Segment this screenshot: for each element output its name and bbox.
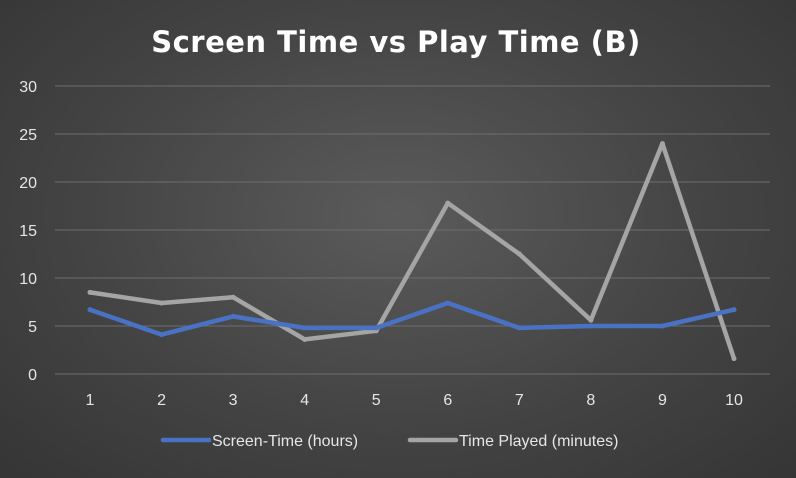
legend-label: Time Played (minutes) — [459, 433, 618, 450]
series-line-time-played[interactable] — [87, 141, 737, 361]
y-tick-label: 30 — [19, 79, 37, 96]
data-point[interactable] — [87, 289, 93, 295]
data-point[interactable] — [516, 325, 522, 331]
legend[interactable]: Screen-Time (hours) Time Played (minutes) — [160, 433, 618, 450]
legend-item[interactable]: Time Played (minutes) — [407, 433, 618, 450]
y-axis-ticks: 0 5 10 15 20 25 30 — [19, 79, 37, 384]
y-tick-label: 10 — [19, 271, 37, 288]
data-point[interactable] — [230, 294, 236, 300]
data-point[interactable] — [731, 307, 737, 313]
x-tick-label: 10 — [725, 392, 743, 409]
y-tick-label: 25 — [19, 127, 37, 144]
data-point[interactable] — [230, 313, 236, 319]
y-tick-label: 0 — [28, 367, 37, 384]
data-point[interactable] — [731, 356, 737, 362]
x-tick-label: 2 — [157, 392, 166, 409]
series-lines — [87, 141, 737, 362]
chart-title: Screen Time vs Play Time (B) — [151, 25, 641, 59]
data-point[interactable] — [659, 141, 665, 147]
x-tick-label: 4 — [300, 392, 309, 409]
x-axis-ticks: 1 2 3 4 5 6 7 8 9 10 — [86, 392, 743, 409]
data-point[interactable] — [159, 332, 165, 338]
legend-label: Screen-Time (hours) — [212, 433, 358, 450]
data-point[interactable] — [302, 336, 308, 342]
data-point[interactable] — [159, 300, 165, 306]
gridlines — [55, 85, 770, 375]
series-line-screen-time[interactable] — [87, 300, 737, 337]
data-point[interactable] — [87, 307, 93, 313]
y-tick-label: 20 — [19, 175, 37, 192]
data-point[interactable] — [373, 325, 379, 331]
data-point[interactable] — [588, 317, 594, 323]
x-tick-label: 8 — [586, 392, 595, 409]
y-tick-label: 5 — [28, 319, 37, 336]
x-tick-label: 7 — [515, 392, 524, 409]
data-point[interactable] — [659, 323, 665, 329]
x-tick-label: 1 — [86, 392, 95, 409]
data-point[interactable] — [588, 323, 594, 329]
x-tick-label: 3 — [229, 392, 238, 409]
x-tick-label: 9 — [658, 392, 667, 409]
data-point[interactable] — [302, 325, 308, 331]
y-tick-label: 15 — [19, 223, 37, 240]
x-tick-label: 5 — [372, 392, 381, 409]
data-point[interactable] — [516, 251, 522, 257]
data-point[interactable] — [445, 300, 451, 306]
legend-item[interactable]: Screen-Time (hours) — [160, 433, 358, 450]
x-tick-label: 6 — [443, 392, 452, 409]
data-point[interactable] — [445, 200, 451, 206]
